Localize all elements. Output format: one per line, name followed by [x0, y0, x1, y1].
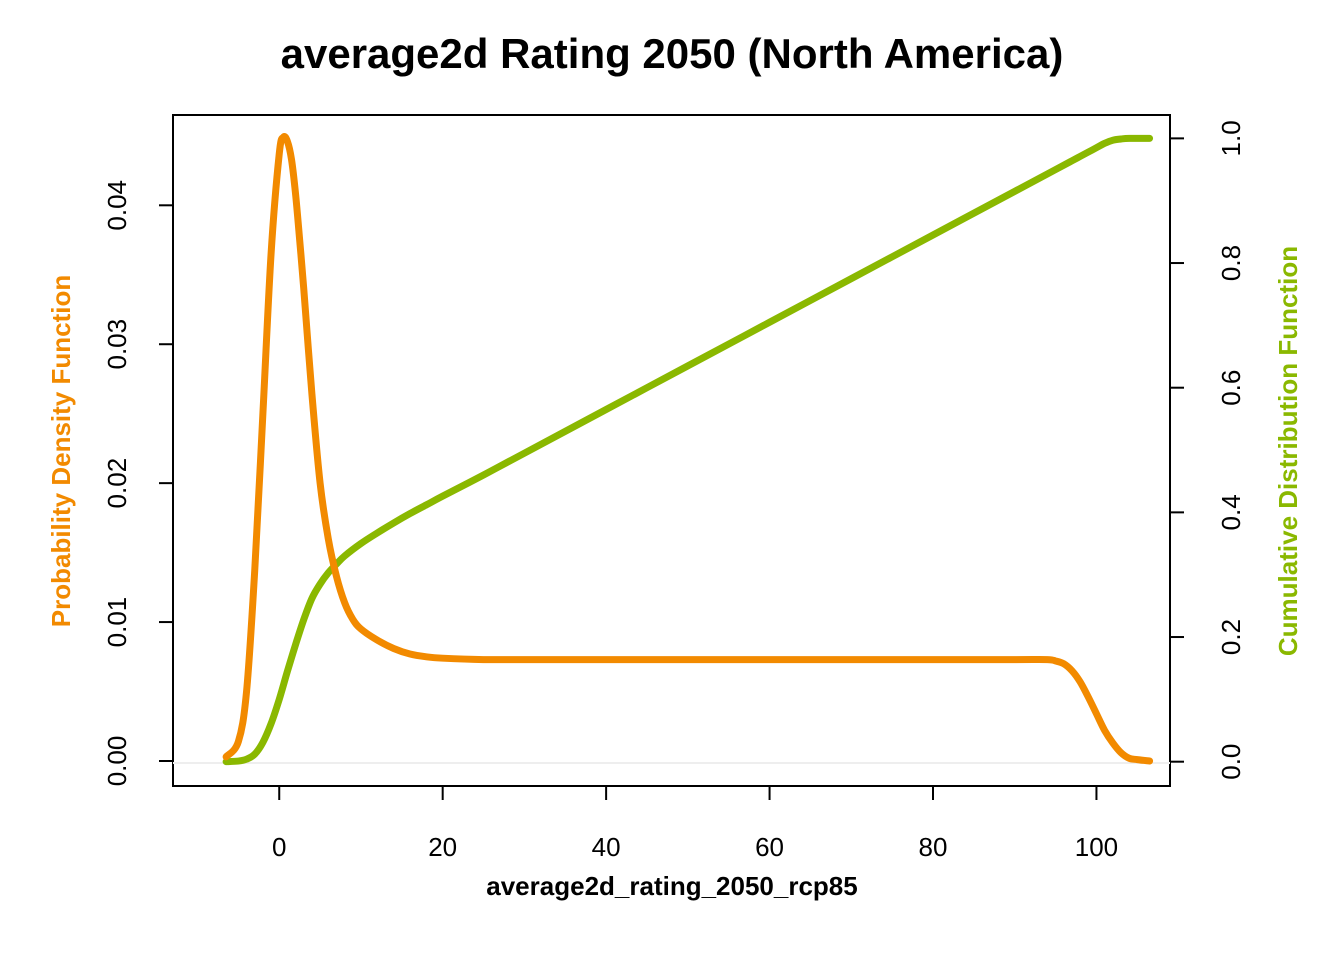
y-right-tick-label: 0.8	[1216, 245, 1246, 281]
y-left-tick-label: 0.02	[102, 458, 132, 509]
y-right-tick-label: 0.4	[1216, 494, 1246, 530]
chart-title: average2d Rating 2050 (North America)	[281, 30, 1064, 77]
y-axis-right: 0.0 0.2 0.4 0.6 0.8 1.0	[1169, 120, 1246, 780]
y-right-tick-label: 0.2	[1216, 619, 1246, 655]
y-right-tick-label: 1.0	[1216, 120, 1246, 156]
y-left-tick-label: 0.04	[102, 180, 132, 231]
y-axis-label-right: Cumulative Distribution Function	[1273, 246, 1303, 656]
y-left-tick-label: 0.03	[102, 319, 132, 370]
x-tick-label: 40	[592, 832, 621, 862]
y-axis-label-left: Probability Density Function	[46, 275, 76, 627]
y-axis-left: 0.00 0.01 0.02 0.03 0.04	[102, 180, 174, 787]
x-tick-label: 60	[755, 832, 784, 862]
y-right-tick-label: 0.6	[1216, 370, 1246, 406]
x-axis: 0 20 40 60 80 100	[272, 785, 1118, 862]
x-tick-label: 20	[428, 832, 457, 862]
cdf-series-line	[222, 134, 1154, 766]
y-left-tick-label: 0.00	[102, 736, 132, 787]
x-tick-label: 100	[1075, 832, 1118, 862]
pdf-series-line	[222, 132, 1154, 765]
x-tick-label: 0	[272, 832, 286, 862]
y-right-tick-label: 0.0	[1216, 744, 1246, 780]
x-axis-label: average2d_rating_2050_rcp85	[486, 871, 857, 901]
x-tick-label: 80	[919, 832, 948, 862]
plot-frame	[172, 114, 1171, 787]
y-left-tick-label: 0.01	[102, 597, 132, 648]
curves-layer	[222, 132, 1154, 766]
